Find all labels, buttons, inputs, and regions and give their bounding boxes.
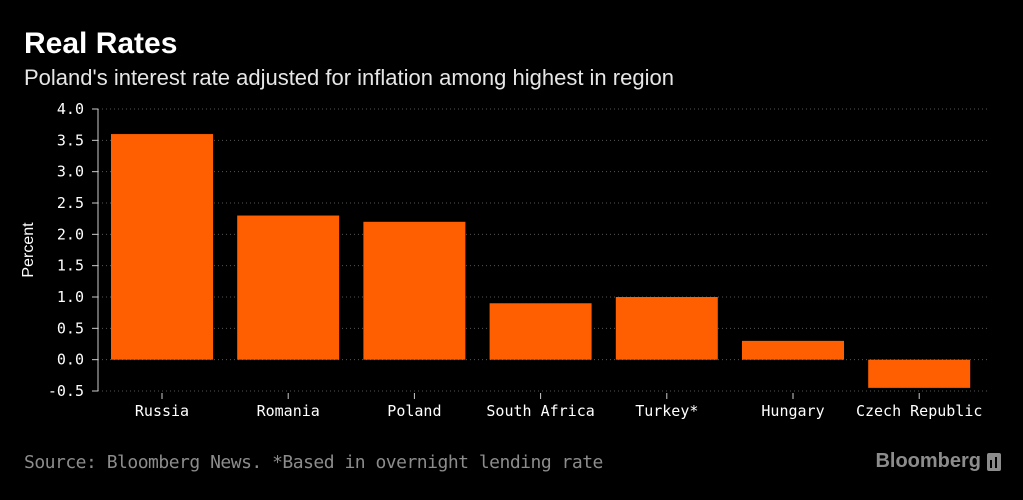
- brand-name: Bloomberg: [875, 450, 981, 472]
- bar: [742, 340, 844, 360]
- x-axis-labels: Russia Romania Poland South Africa Turkey* Hu…: [135, 393, 982, 420]
- bar: [615, 297, 718, 360]
- y-tick-label: 3.0: [57, 163, 84, 181]
- bar: [111, 134, 213, 360]
- bar: [237, 215, 340, 360]
- x-tick-label: Czech Republic: [856, 402, 982, 420]
- y-tick-label: -0.5: [48, 382, 84, 400]
- x-tick-label: Romania: [257, 402, 320, 420]
- y-axis-label: Percent: [20, 222, 37, 278]
- bar: [489, 303, 592, 360]
- y-tick-label: 2.0: [57, 225, 84, 243]
- y-tick-label: 0.5: [57, 319, 84, 337]
- x-tick-label: Hungary: [761, 402, 824, 420]
- bar-chart: -0.5 0.0 0.5 1.0 1.5 2.0 2.5 3.0 3.5 4.0 Russia Ro…: [20, 100, 990, 420]
- y-tick-label: 4.0: [57, 100, 84, 118]
- x-tick-label: Russia: [135, 402, 189, 420]
- source-note: Source: Bloomberg News. *Based in overni…: [24, 452, 603, 473]
- brand-logo: Bloomberg: [875, 450, 1001, 473]
- x-tick-label: Poland: [387, 402, 441, 420]
- chart-title: Real Rates: [24, 27, 178, 60]
- chart-subtitle: Poland's interest rate adjusted for infl…: [24, 65, 674, 90]
- x-tick-label: Turkey*: [635, 402, 698, 420]
- y-tick-label: 1.0: [57, 288, 84, 306]
- bar-chart-icon: [987, 452, 1001, 471]
- bars: [111, 134, 971, 388]
- y-axis-ticks: -0.5 0.0 0.5 1.0 1.5 2.0 2.5 3.0 3.5 4.0: [48, 100, 99, 400]
- y-tick-label: 2.5: [57, 194, 84, 212]
- y-tick-label: 3.5: [57, 131, 84, 149]
- bar: [868, 359, 971, 388]
- y-tick-label: 1.5: [57, 257, 84, 275]
- bar: [363, 221, 466, 360]
- x-tick-label: South Africa: [486, 402, 594, 420]
- y-tick-label: 0.0: [57, 351, 84, 369]
